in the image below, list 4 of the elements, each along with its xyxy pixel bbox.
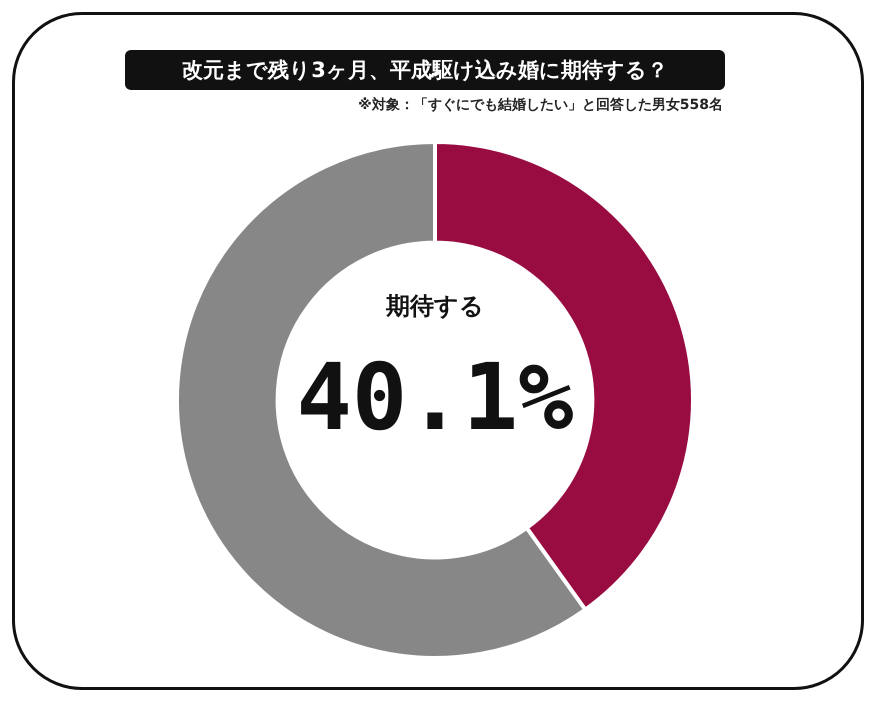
chart-title: 改元まで残り3ヶ月、平成駆け込み婚に期待する？	[182, 57, 668, 84]
chart-subtitle: ※対象：「すぐにでも結婚したい」と回答した男女558名	[358, 96, 723, 114]
data-label: 40.1%	[296, 344, 574, 451]
slice-label: 期待する	[385, 292, 484, 320]
